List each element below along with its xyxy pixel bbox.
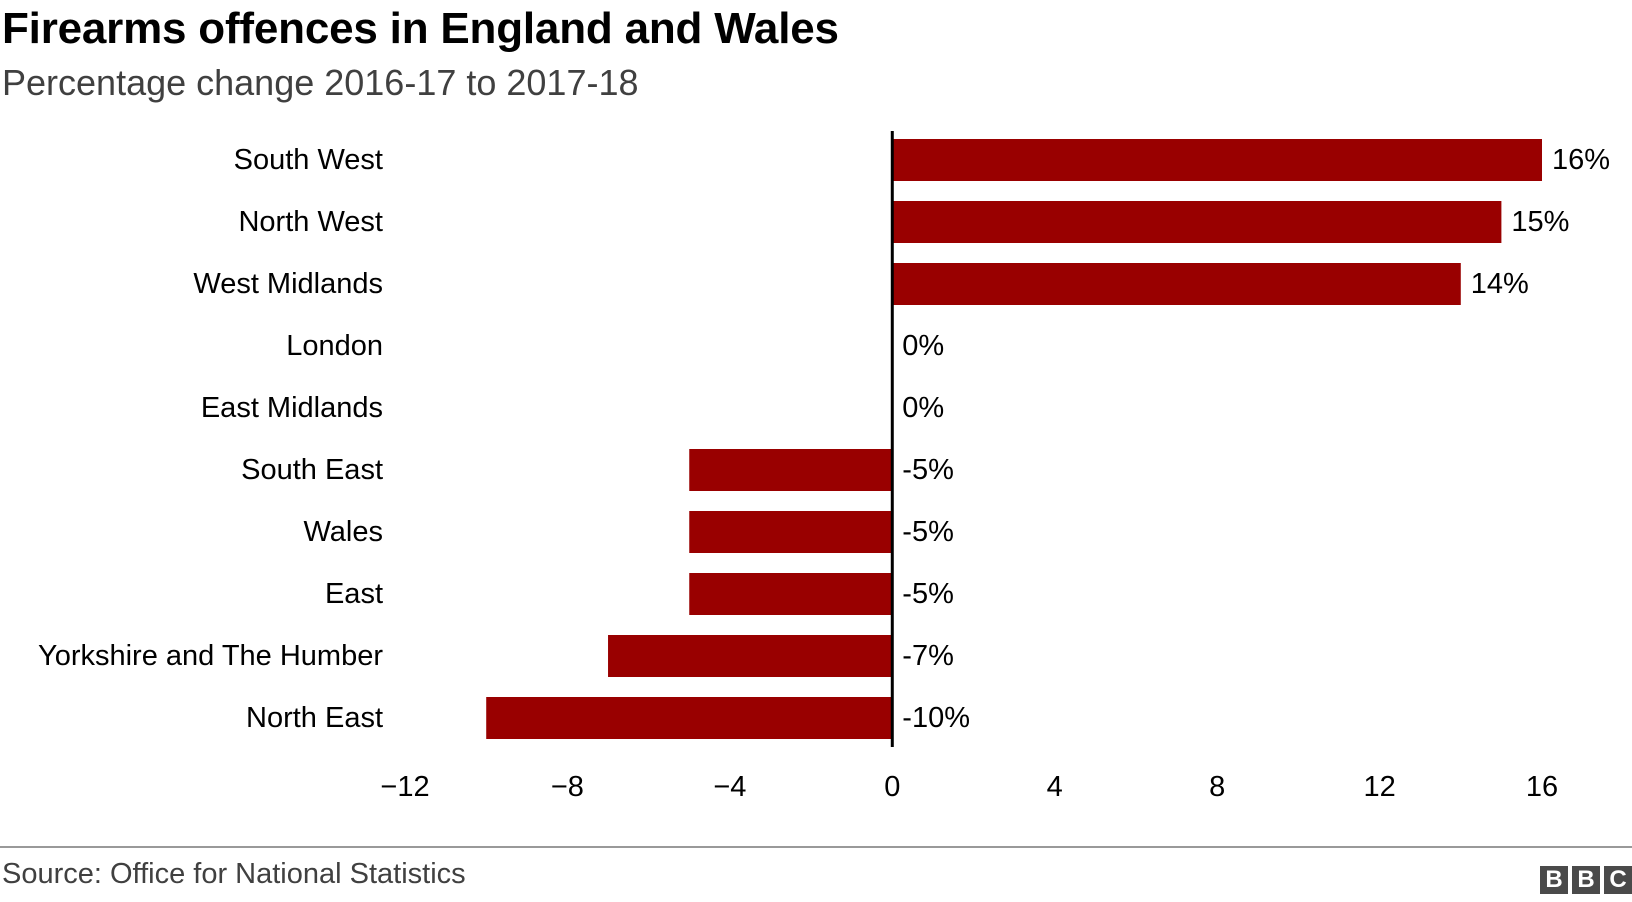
category-label: Yorkshire and The Humber — [38, 640, 383, 672]
category-label: South East — [241, 454, 383, 486]
x-tick-label: 4 — [1047, 771, 1063, 803]
category-label: East Midlands — [201, 392, 383, 424]
footer-divider — [0, 846, 1632, 848]
data-label: -5% — [902, 454, 954, 486]
bbc-logo: B B C — [1540, 866, 1632, 894]
data-label: -10% — [902, 702, 970, 734]
data-label: -5% — [902, 578, 954, 610]
bbc-logo-letter: B — [1572, 866, 1600, 894]
bbc-logo-letter: B — [1540, 866, 1568, 894]
data-label: 0% — [902, 330, 944, 362]
bar — [689, 511, 893, 553]
category-label: North West — [238, 206, 383, 238]
x-tick-label: 12 — [1363, 771, 1395, 803]
category-labels-group: South West North West West Midlands London E… — [38, 144, 383, 734]
category-label: London — [286, 330, 383, 362]
category-label: East — [325, 578, 383, 610]
bar — [486, 697, 893, 739]
data-label: 14% — [1471, 268, 1529, 300]
bar-chart: South West North West West Midlands London E… — [38, 131, 1610, 803]
bar — [689, 449, 893, 491]
data-label: 16% — [1552, 144, 1610, 176]
bar — [892, 263, 1461, 305]
category-label: South West — [234, 144, 383, 176]
x-tick-label: −4 — [713, 771, 746, 803]
bbc-logo-letter: C — [1604, 866, 1632, 894]
source-note: Source: Office for National Statistics — [2, 858, 466, 890]
data-labels-group: 16% 15% 14% 0% 0% -5% -5% -5% -7% -10% — [902, 144, 1610, 734]
chart-title: Firearms offences in England and Wales — [2, 4, 839, 53]
data-label: 15% — [1511, 206, 1569, 238]
data-label: 0% — [902, 392, 944, 424]
x-axis-tick-labels-group: −12 −8 −4 0 4 8 12 16 — [380, 771, 1558, 803]
bar — [608, 635, 893, 677]
category-label: North East — [246, 702, 383, 734]
category-label: Wales — [304, 516, 384, 548]
x-tick-label: 16 — [1526, 771, 1558, 803]
chart-subtitle: Percentage change 2016-17 to 2017-18 — [2, 62, 639, 103]
x-tick-label: 0 — [884, 771, 900, 803]
category-label: West Midlands — [193, 268, 383, 300]
x-tick-label: −8 — [551, 771, 584, 803]
data-label: -5% — [902, 516, 954, 548]
bars-group — [486, 139, 1542, 739]
bar — [892, 139, 1542, 181]
x-tick-label: 8 — [1209, 771, 1225, 803]
bar — [689, 573, 893, 615]
bar — [892, 201, 1502, 243]
x-tick-label: −12 — [380, 771, 429, 803]
data-label: -7% — [902, 640, 954, 672]
